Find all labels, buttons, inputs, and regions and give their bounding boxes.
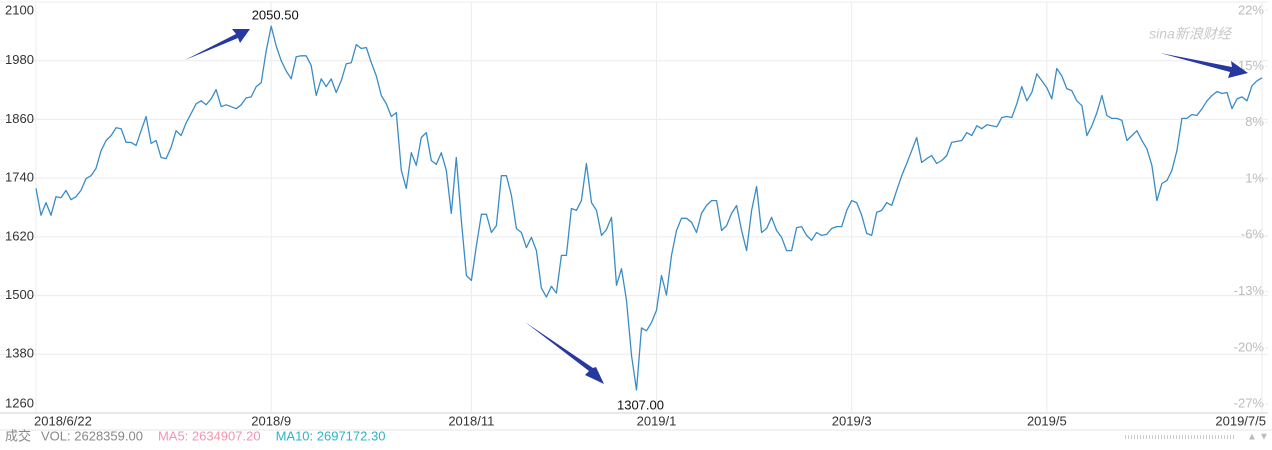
scroll-up[interactable]: ▲ [1247, 432, 1257, 443]
scroll-down[interactable]: ▼ [1259, 432, 1269, 443]
x-tick-label: 2018/6/22 [34, 413, 92, 428]
y-tick-label: 1980 [5, 52, 34, 67]
x-tick-label: 2019/7/5 [1215, 413, 1266, 428]
y-tick-label: 1260 [5, 395, 34, 410]
y-tick-label: 1500 [5, 287, 34, 302]
y-tick-label: 2100 [5, 2, 34, 17]
watermark: sina新浪财经 [1149, 26, 1233, 42]
volume-item: MA5: 2634907.20 [158, 428, 261, 443]
y-tick-label: 1620 [5, 228, 34, 243]
volume-item: MA10: 2697172.30 [276, 428, 386, 443]
volume-item: VOL: 2628359.00 [41, 428, 143, 443]
y2-tick-label: 15% [1238, 58, 1264, 73]
y2-tick-label: 22% [1238, 2, 1264, 17]
volume-title: 成交 [5, 428, 31, 443]
y-tick-label: 1380 [5, 346, 34, 361]
x-tick-label: 2018/9 [251, 413, 291, 428]
y2-tick-label: -27% [1234, 395, 1265, 410]
y2-tick-label: -20% [1234, 339, 1265, 354]
price-line [35, 25, 1263, 391]
y-tick-label: 1740 [5, 170, 34, 185]
arrow [525, 322, 604, 384]
arrow [185, 29, 250, 60]
value-label: 2050.50 [252, 8, 299, 23]
x-tick-label: 2019/1 [637, 413, 677, 428]
plot: 2050.50 1307.00 [35, 8, 1263, 412]
y2-tick-label: -13% [1234, 283, 1265, 298]
volume-bar: 成交 VOL: 2628359.00 MA5: 2634907.20 MA10: 26… [5, 428, 385, 443]
y-tick-label: 1860 [5, 111, 34, 126]
y2-tick-label: 1% [1245, 170, 1264, 185]
value-label: 1307.00 [617, 397, 664, 412]
grid: 1260 1380 1500 1620 1740 1860 1980 2100 -27% -20%… [0, 1, 1268, 428]
x-tick-label: 2019/5 [1027, 413, 1067, 428]
y2-tick-label: 8% [1245, 114, 1264, 129]
x-tick-label: 2019/3 [832, 413, 872, 428]
y2-tick-label: -6% [1241, 227, 1265, 242]
x-tick-label: 2018/11 [448, 413, 494, 428]
